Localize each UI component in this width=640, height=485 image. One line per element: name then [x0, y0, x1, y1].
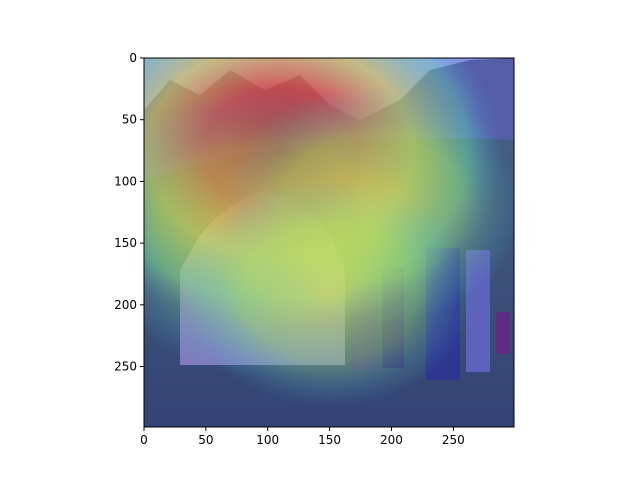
heatmap-peaks — [144, 58, 514, 408]
x-tick-label: 50 — [198, 433, 213, 447]
y-axis: 0 50 100 150 200 250 — [114, 51, 144, 374]
x-tick-label: 150 — [318, 433, 341, 447]
x-tick-label: 100 — [256, 433, 279, 447]
y-tick-label: 250 — [114, 360, 137, 374]
y-tick-label: 50 — [122, 113, 137, 127]
x-tick-label: 200 — [380, 433, 403, 447]
x-tick-label: 250 — [442, 433, 465, 447]
heatmap-overlay — [144, 58, 514, 427]
y-tick-label: 100 — [114, 174, 137, 188]
y-tick-label: 200 — [114, 298, 137, 312]
x-tick-label: 0 — [140, 433, 148, 447]
x-axis: 0 50 100 150 200 250 — [140, 427, 465, 447]
y-tick-label: 150 — [114, 236, 137, 250]
child — [496, 312, 510, 354]
axes-frame — [143, 57, 515, 428]
y-tick-label: 0 — [129, 51, 137, 65]
heat-peak — [185, 177, 474, 408]
